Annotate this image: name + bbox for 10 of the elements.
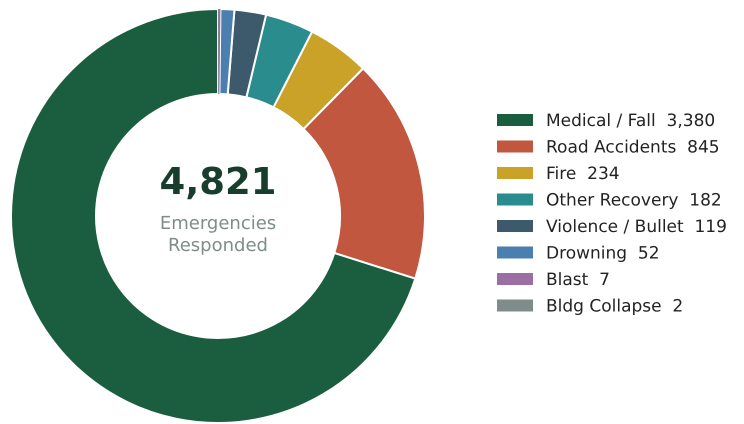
legend-label: Other Recovery 182 [546, 190, 722, 210]
legend-label: Drowning 52 [546, 244, 660, 264]
text: Emergencies Responded [160, 213, 276, 256]
legend-label: Medical / Fall 3,380 [546, 111, 716, 131]
text: 4,821 [159, 160, 277, 203]
legend-label: Blast 7 [546, 270, 610, 290]
legend-label: Road Accidents 845 [546, 138, 720, 158]
legend-label: Bldg Collapse 2 [546, 296, 684, 316]
legend-label: Fire 234 [546, 164, 620, 184]
legend-label: Violence / Bullet 119 [546, 217, 727, 237]
